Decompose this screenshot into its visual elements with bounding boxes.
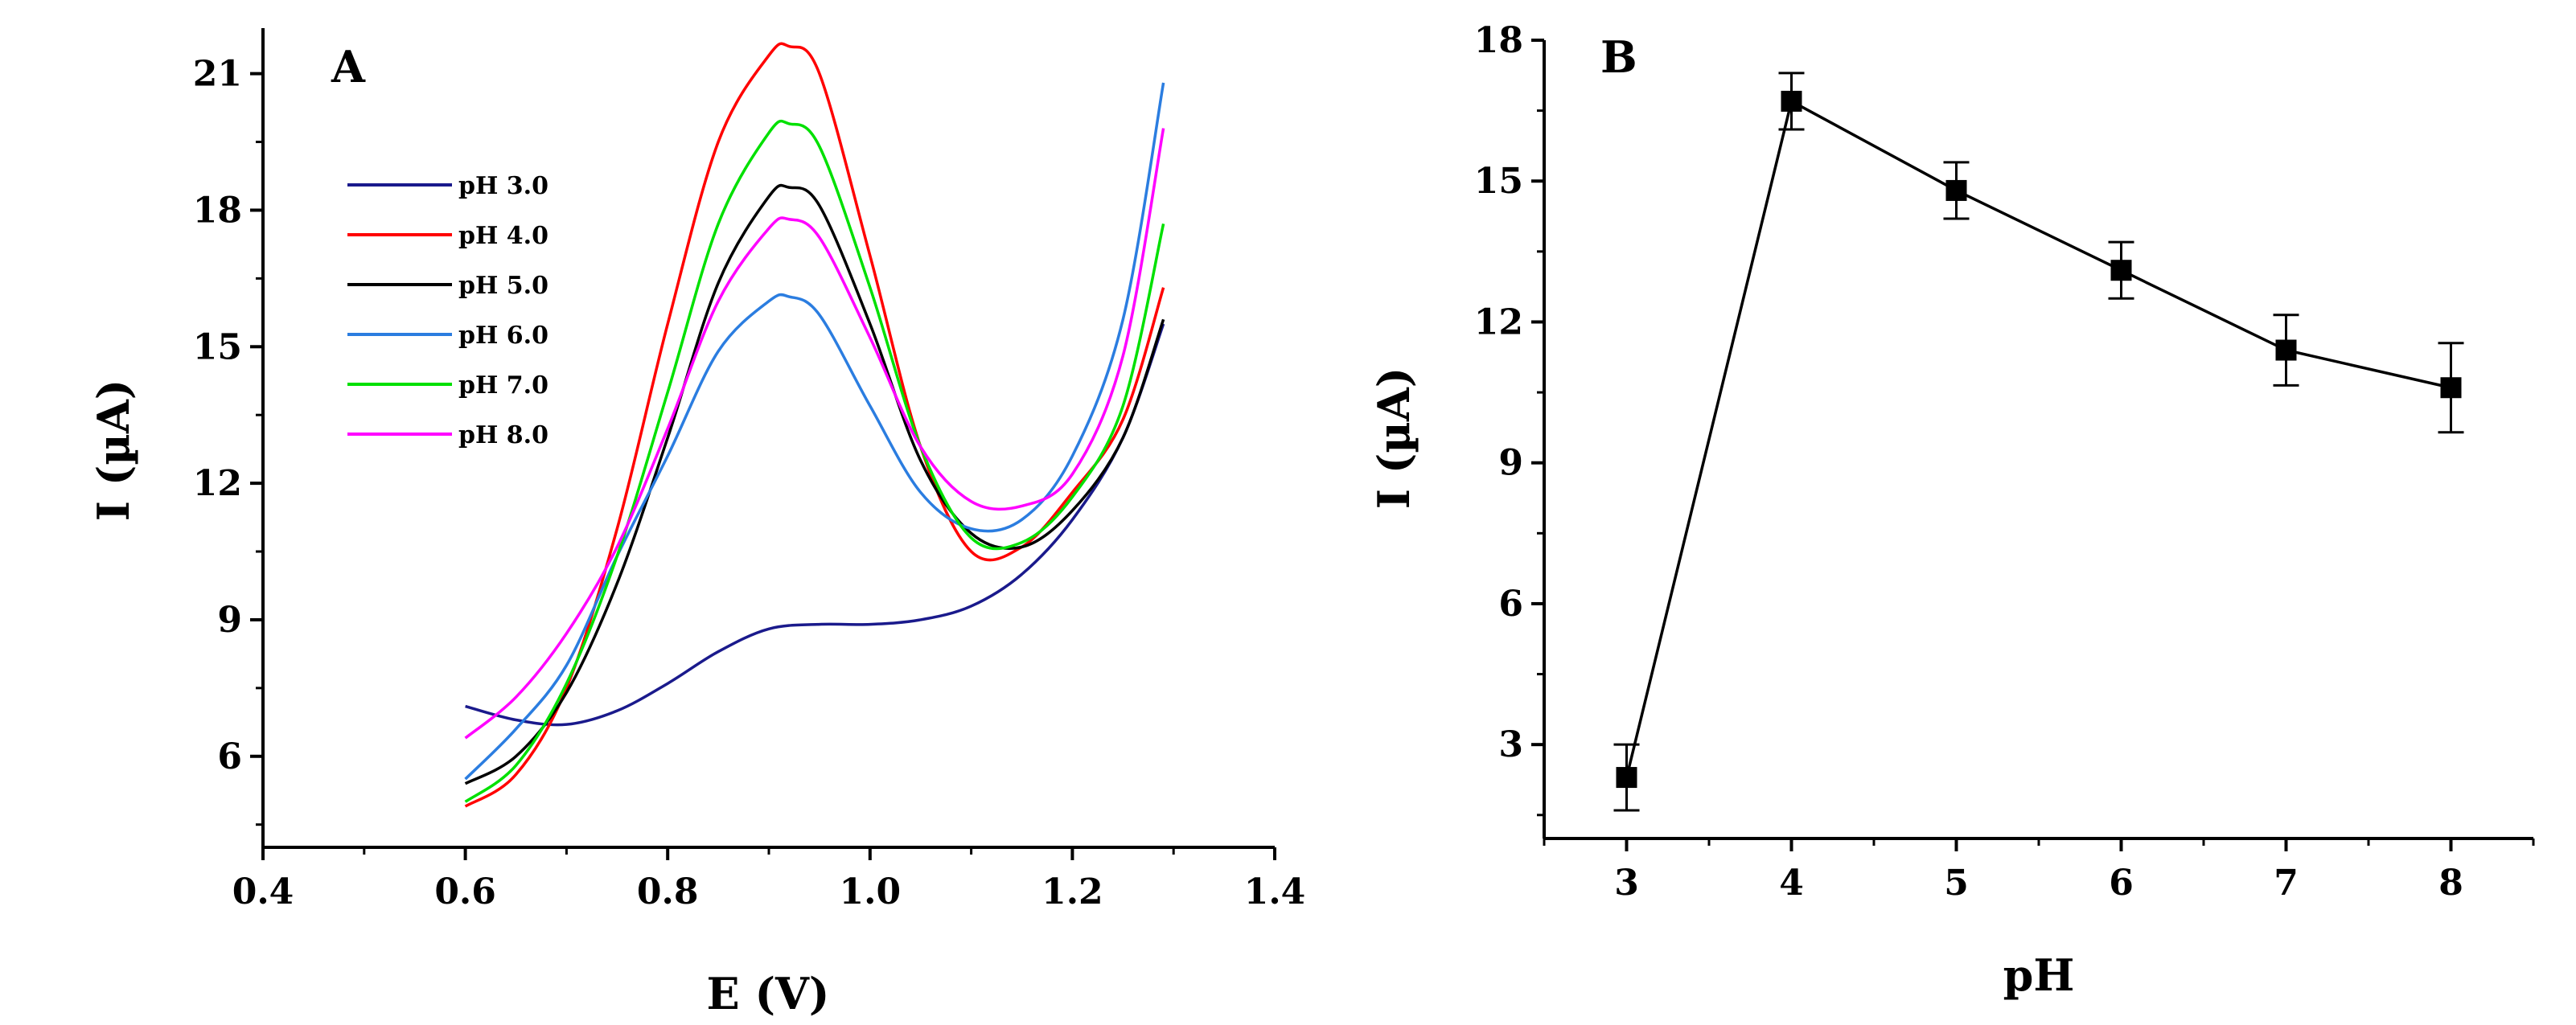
panel-b-y-tick-label: 15 <box>1474 161 1523 202</box>
panel-a-x-tick-label: 1.4 <box>1244 871 1306 912</box>
panel-a-x-tick-label: 0.8 <box>637 871 699 912</box>
panel-a-legend-label: pH 7.0 <box>458 371 548 400</box>
panel-a-series-ph-6-0 <box>464 82 1165 781</box>
panel-b-data-point <box>2275 339 2297 361</box>
panel-a: 0.4 0.6 0.8 1.0 1.2 1.4 6 9 12 15 18 21 A E (V) I … <box>88 28 1305 1019</box>
panel-b: 3 4 5 6 7 8 3 6 9 12 15 18 B pH I (µA) <box>1368 20 2535 1001</box>
panel-a-x-tick-label: 1.0 <box>840 871 902 912</box>
panel-b-series-line <box>1625 99 2451 778</box>
panel-b-x-tick-label: 5 <box>1944 863 1969 904</box>
panel-b-y-ticks: 3 6 9 12 15 18 <box>1474 20 1544 817</box>
panel-a-legend-label: pH 6.0 <box>458 322 548 350</box>
panel-b-x-axis-label: pH <box>2003 949 2075 1001</box>
panel-b-y-tick-label: 6 <box>1498 584 1523 625</box>
panel-b-data-point <box>1781 90 1802 112</box>
panel-b-data-point <box>2110 260 2132 281</box>
panel-b-y-tick-label: 3 <box>1498 724 1523 765</box>
panel-b-plot <box>1613 72 2464 812</box>
panel-a-x-tick-label: 0.6 <box>434 871 496 912</box>
panel-a-y-axis-label: I (µA) <box>88 379 139 522</box>
panel-a-legend-label: pH 8.0 <box>458 421 548 449</box>
panel-a-y-tick-label: 15 <box>193 326 242 367</box>
panel-b-y-axis-label: I (µA) <box>1368 367 1419 510</box>
panel-a-x-tick-label: 0.4 <box>232 871 294 912</box>
panel-a-legend-label: pH 3.0 <box>458 172 548 200</box>
panel-a-y-tick-label: 9 <box>217 600 242 641</box>
panel-b-x-tick-label: 7 <box>2274 863 2299 904</box>
panel-a-x-tick-label: 1.2 <box>1041 871 1103 912</box>
panel-b-label: B <box>1600 31 1637 83</box>
panel-a-curves <box>464 42 1165 808</box>
panel-b-data-point <box>1945 179 1967 201</box>
panel-b-data-point <box>1616 767 1637 789</box>
panel-a-legend-label: pH 5.0 <box>458 272 548 300</box>
panel-a-series-ph-5-0 <box>464 183 1165 785</box>
panel-a-legend-label: pH 4.0 <box>458 222 548 250</box>
panel-a-x-ticks: 0.4 0.6 0.8 1.0 1.2 1.4 <box>232 847 1306 912</box>
panel-b-x-tick-label: 4 <box>1779 863 1804 904</box>
panel-a-y-tick-label: 18 <box>193 190 242 231</box>
panel-b-x-tick-label: 3 <box>1614 863 1639 904</box>
panel-b-data-point <box>2440 377 2462 399</box>
panel-a-y-ticks: 6 9 12 15 18 21 <box>193 54 263 826</box>
panel-a-series-ph-3-0 <box>465 323 1165 727</box>
panel-a-y-tick-label: 6 <box>217 736 242 777</box>
panel-b-y-tick-label: 9 <box>1498 443 1523 484</box>
panel-b-x-tick-label: 8 <box>2438 863 2463 904</box>
panel-a-series-ph-4-0 <box>464 42 1165 808</box>
panel-b-y-tick-label: 12 <box>1474 301 1523 342</box>
panel-b-x-ticks: 3 4 5 6 7 8 <box>1543 838 2535 904</box>
panel-a-series-ph-7-0 <box>464 119 1165 803</box>
panel-a-y-tick-label: 12 <box>193 463 242 504</box>
panel-a-x-axis-label: E (V) <box>707 968 830 1019</box>
panel-b-y-tick-label: 18 <box>1474 20 1523 61</box>
panel-a-legend: pH 3.0 pH 4.0 pH 5.0 pH 6.0 pH 7.0 pH 8.0 <box>347 172 548 449</box>
panel-a-series-ph-8-0 <box>464 128 1165 740</box>
panel-b-x-tick-label: 6 <box>2109 863 2134 904</box>
panel-a-y-tick-label: 21 <box>193 54 242 95</box>
panel-a-label: A <box>331 41 366 92</box>
